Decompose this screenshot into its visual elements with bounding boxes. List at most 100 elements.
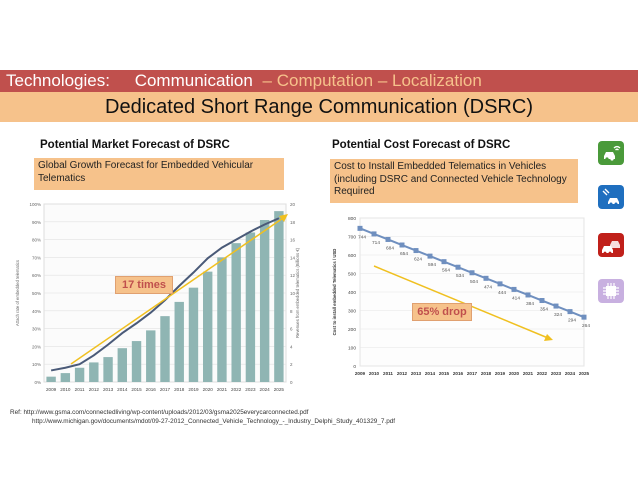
y-tick-label: 400 <box>348 290 356 296</box>
y2-axis-label: Revenues from embedded telematics (Billi… <box>295 247 300 338</box>
cost-data-label: 474 <box>484 284 492 290</box>
x-tick-label: 2011 <box>75 387 85 392</box>
y2-tick-label: 20 <box>290 202 296 207</box>
cost-point-2022 <box>539 298 545 304</box>
y-tick-label: 30% <box>32 327 41 332</box>
cost-data-label: 624 <box>414 257 422 263</box>
cost-point-2025 <box>581 314 587 320</box>
x-tick-label: 2010 <box>60 387 71 392</box>
cost-data-label: 444 <box>498 290 506 296</box>
cost-data-label: 384 <box>526 301 534 307</box>
y-tick-label: 0 <box>353 364 356 370</box>
growth-arrow <box>70 215 287 365</box>
reference-line-1: Ref: http://www.gsma.com/connectedliving… <box>10 409 309 416</box>
cost-point-2023 <box>553 303 559 309</box>
y-tick-label: 100% <box>29 202 41 207</box>
header-active-topic: Communication <box>134 71 253 90</box>
cost-data-label: 714 <box>372 240 380 246</box>
x-tick-label: 2014 <box>117 387 128 392</box>
x-tick-label: 2022 <box>231 387 242 392</box>
bar-2018 <box>174 301 184 382</box>
y-tick-label: 0% <box>34 380 41 385</box>
x-tick-label: 2018 <box>174 387 185 392</box>
x-tick-label: 2022 <box>537 371 548 376</box>
x-tick-label: 2018 <box>481 371 492 376</box>
y-axis-label: Attach rate of embedded telematics <box>15 260 20 326</box>
y-tick-label: 10% <box>32 362 41 367</box>
y-tick-label: 80% <box>32 238 41 243</box>
header-other-topics: – Computation – Localization <box>262 71 482 90</box>
cost-data-label: 594 <box>428 262 436 268</box>
y-tick-label: 100 <box>348 346 356 352</box>
satellite-car-icon <box>598 185 624 209</box>
cost-point-2024 <box>567 309 573 315</box>
computation-chip-icon <box>598 279 624 303</box>
market-forecast-chart: 0% 10% 20% 30% 40% 50% 60% 70% 80% 90% 100% 0 2 4 6 8 10… <box>15 202 300 392</box>
x-tick-label: 2011 <box>383 371 393 376</box>
y2-tick-label: 0 <box>290 380 293 385</box>
bar-2014 <box>117 348 127 382</box>
y2-tick-label: 18 <box>290 220 296 225</box>
bar-2013 <box>103 357 113 382</box>
cost-point-2014 <box>427 253 433 259</box>
references: Ref: http://www.gsma.com/connectedliving… <box>10 408 395 426</box>
bar-2016 <box>146 330 156 382</box>
x-tick-label: 2016 <box>146 387 157 392</box>
cost-point-2011 <box>385 236 391 242</box>
x-tick-label: 2012 <box>89 387 100 392</box>
x-tick-label: 2023 <box>245 387 256 392</box>
y2-tick-label: 16 <box>290 238 296 243</box>
x-tick-label: 2017 <box>160 387 171 392</box>
traffic-cars-icon <box>598 233 624 257</box>
x-tick-label: 2025 <box>579 371 590 376</box>
cost-point-2018 <box>483 275 489 281</box>
y-tick-label: 70% <box>32 255 41 260</box>
x-tick-label: 2009 <box>46 387 57 392</box>
x-tick-label: 2014 <box>425 371 436 376</box>
x-tick-label: 2016 <box>453 371 464 376</box>
bar-2010 <box>60 373 71 382</box>
x-tick-label: 2009 <box>355 371 366 376</box>
cost-data-label: 324 <box>554 312 562 318</box>
cost-point-2020 <box>511 286 517 292</box>
cost-data-label: 534 <box>456 273 464 279</box>
cost-data-label: 294 <box>568 318 576 324</box>
cost-data-label: 504 <box>470 279 478 285</box>
y-tick-label: 60% <box>32 273 41 278</box>
x-tick-label: 2019 <box>188 387 199 392</box>
bar-2009 <box>46 376 56 382</box>
cost-point-2015 <box>441 259 447 265</box>
left-chart-note: Global Growth Forecast for Embedded Vehi… <box>34 158 284 190</box>
right-chart-title: Potential Cost Forecast of DSRC <box>332 139 511 151</box>
cost-data-label: 654 <box>400 251 408 257</box>
cost-point-2017 <box>469 270 475 276</box>
bar-2012 <box>89 362 99 382</box>
x-tick-label: 2020 <box>203 387 214 392</box>
subtitle-band <box>0 92 638 122</box>
cost-point-2021 <box>525 292 531 298</box>
bar-2011 <box>74 367 85 382</box>
cost-data-label: 744 <box>358 234 366 240</box>
bar-2017 <box>160 316 170 382</box>
right-chart-note: Cost to Install Embedded Telematics in V… <box>330 159 578 203</box>
y2-tick-label: 6 <box>290 327 293 332</box>
drop-callout: 65% drop <box>412 303 472 321</box>
cost-point-2009 <box>357 225 363 231</box>
y2-tick-label: 14 <box>290 255 296 260</box>
y-axis-label: Cost to install embedded Telematics / US… <box>332 249 337 336</box>
y-tick-label: 20% <box>32 344 41 349</box>
bar-2020 <box>203 271 213 382</box>
x-tick-label: 2012 <box>397 371 408 376</box>
bar-2021 <box>217 257 227 382</box>
left-chart-title: Potential Market Forecast of DSRC <box>40 139 230 151</box>
y-tick-label: 90% <box>32 220 41 225</box>
x-tick-label: 2015 <box>439 371 450 376</box>
growth-callout: 17 times <box>115 276 173 294</box>
bar-2019 <box>188 287 199 382</box>
y-tick-label: 500 <box>348 272 356 278</box>
cost-data-label: 414 <box>512 295 520 301</box>
bar-2025 <box>274 211 284 382</box>
x-tick-label: 2020 <box>509 371 520 376</box>
y-tick-label: 800 <box>348 216 356 222</box>
x-tick-label: 2015 <box>131 387 142 392</box>
